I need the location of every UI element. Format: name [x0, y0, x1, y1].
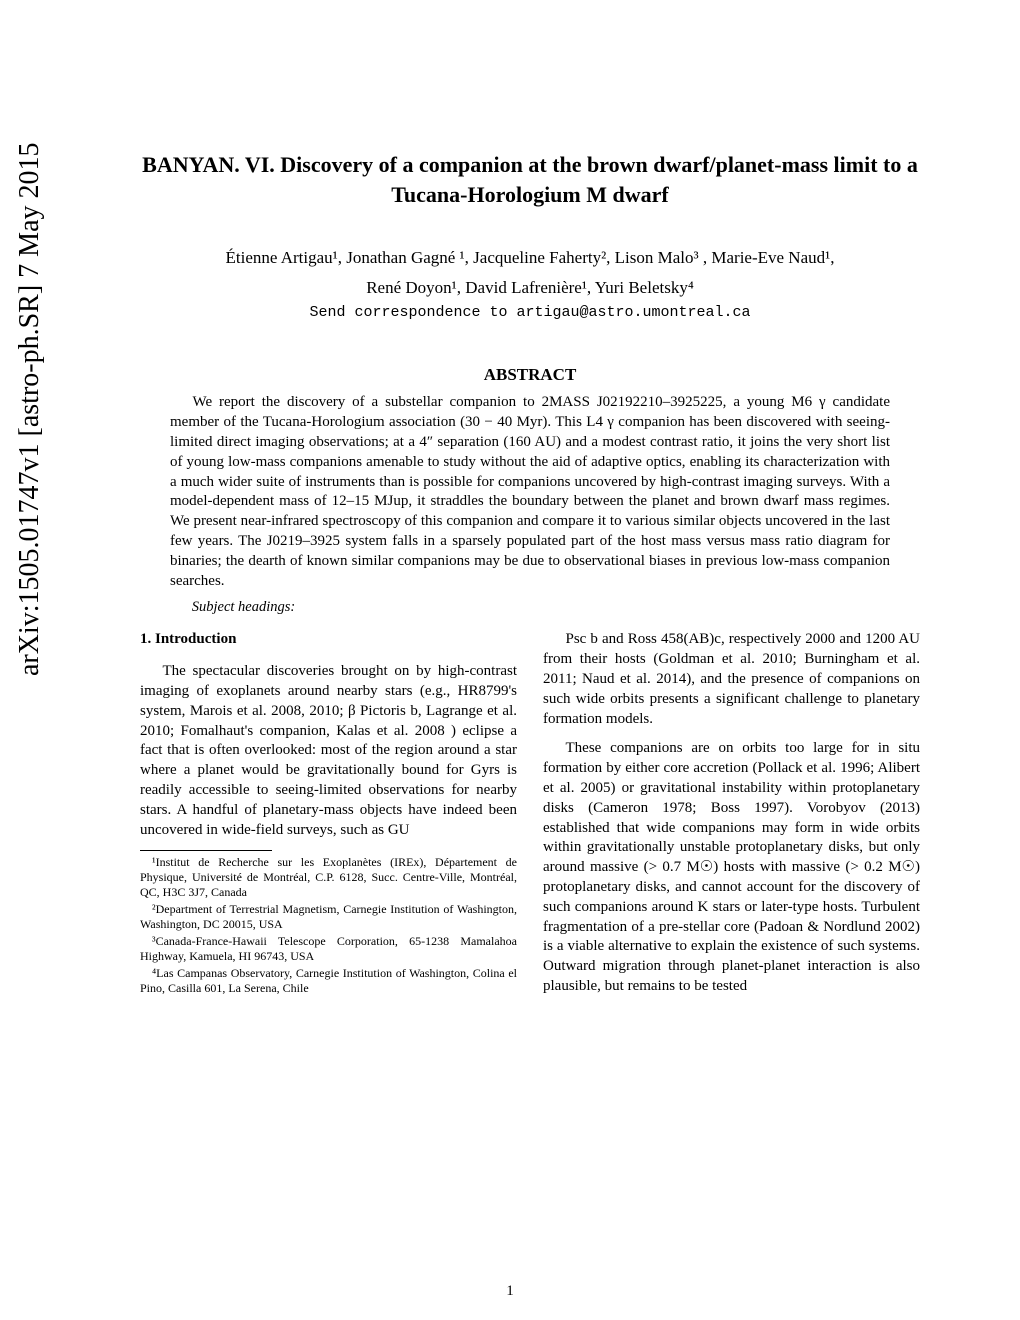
section-1-para-1: The spectacular discoveries brought on b… [140, 662, 517, 840]
footnote-2: ²Department of Terrestrial Magnetism, Ca… [140, 902, 517, 932]
right-column: Psc b and Ross 458(AB)c, respectively 20… [543, 630, 920, 1006]
abstract-text: We report the discovery of a substellar … [170, 393, 890, 591]
col2-para-1: Psc b and Ross 458(AB)c, respectively 20… [543, 630, 920, 729]
footnote-rule [140, 850, 272, 851]
footnote-3: ³Canada-France-Hawaii Telescope Corporat… [140, 934, 517, 964]
correspondence-line: Send correspondence to artigau@astro.umo… [140, 304, 920, 321]
footnote-1: ¹Institut de Recherche sur les Exoplanèt… [140, 855, 517, 900]
author-line-2: René Doyon¹, David Lafrenière¹, Yuri Bel… [140, 275, 920, 301]
page-content: BANYAN. VI. Discovery of a companion at … [140, 150, 920, 1280]
body-columns: 1. Introduction The spectacular discover… [140, 630, 920, 1006]
author-line-1: Étienne Artigau¹, Jonathan Gagné ¹, Jacq… [140, 245, 920, 271]
section-1-heading: 1. Introduction [140, 630, 517, 650]
left-column: 1. Introduction The spectacular discover… [140, 630, 517, 1006]
subject-headings: Subject headings: [170, 599, 890, 616]
footnote-4: ⁴Las Campanas Observatory, Carnegie Inst… [140, 966, 517, 996]
paper-title: BANYAN. VI. Discovery of a companion at … [140, 150, 920, 209]
page-number: 1 [0, 1283, 1020, 1300]
col2-para-2: These companions are on orbits too large… [543, 739, 920, 996]
arxiv-watermark: arXiv:1505.01747v1 [astro-ph.SR] 7 May 2… [14, 142, 46, 676]
abstract-heading: ABSTRACT [140, 365, 920, 385]
